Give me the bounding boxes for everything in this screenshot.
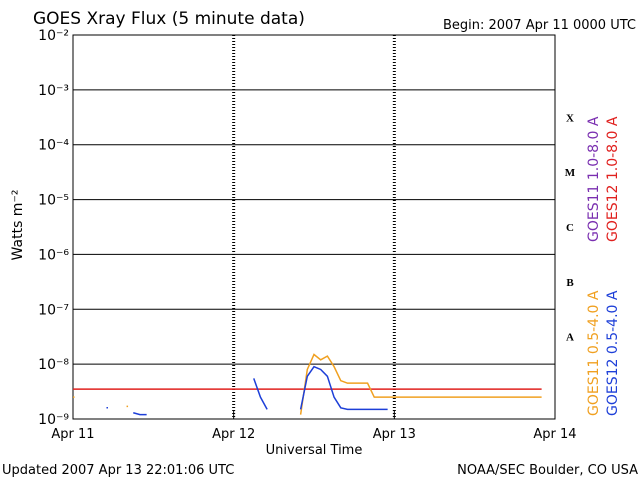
legend-entry: GOES12 0.5-4.0 A: [605, 290, 621, 416]
x-tick-label: Apr 13: [373, 427, 416, 442]
x-tick-label: Apr 11: [51, 427, 94, 442]
series-line: [73, 353, 542, 415]
y-tick-label: 10⁻⁸: [38, 357, 69, 373]
plot-frame: [72, 34, 556, 420]
legend-entry: GOES11 0.5-4.0 A: [586, 290, 602, 416]
flare-class-label: X: [566, 112, 574, 124]
footer-left: Updated 2007 Apr 13 22:01:06 UTC: [2, 463, 234, 478]
flare-class-label: C: [566, 222, 574, 234]
x-tick-label: Apr 12: [212, 427, 255, 442]
legend-entry: GOES12 1.0-8.0 A: [605, 116, 621, 242]
y-axis-label: Watts m⁻²: [10, 190, 26, 261]
y-tick-label: 10⁻³: [38, 83, 69, 99]
y-tick-label: 10⁻⁷: [38, 302, 69, 318]
y-tick-label: 10⁻⁴: [38, 138, 69, 154]
flare-class-label: M: [565, 167, 576, 179]
flare-class-label: A: [566, 332, 574, 344]
legend-entry: GOES11 1.0-8.0 A: [586, 116, 602, 242]
y-tick-label: 10⁻⁶: [38, 247, 69, 263]
y-tick-label: 10⁻²: [38, 28, 69, 44]
chart-subtitle: Begin: 2007 Apr 11 0000 UTC: [443, 18, 636, 33]
flare-class-label: B: [566, 277, 574, 289]
footer-right: NOAA/SEC Boulder, CO USA: [457, 463, 638, 478]
x-tick-label: Apr 14: [533, 427, 576, 442]
chart-title: GOES Xray Flux (5 minute data): [33, 9, 305, 29]
y-tick-label: 10⁻⁵: [38, 193, 69, 209]
series-line: [106, 365, 388, 416]
y-tick-label: 10⁻⁹: [38, 412, 69, 428]
x-axis-label: Universal Time: [266, 443, 363, 458]
